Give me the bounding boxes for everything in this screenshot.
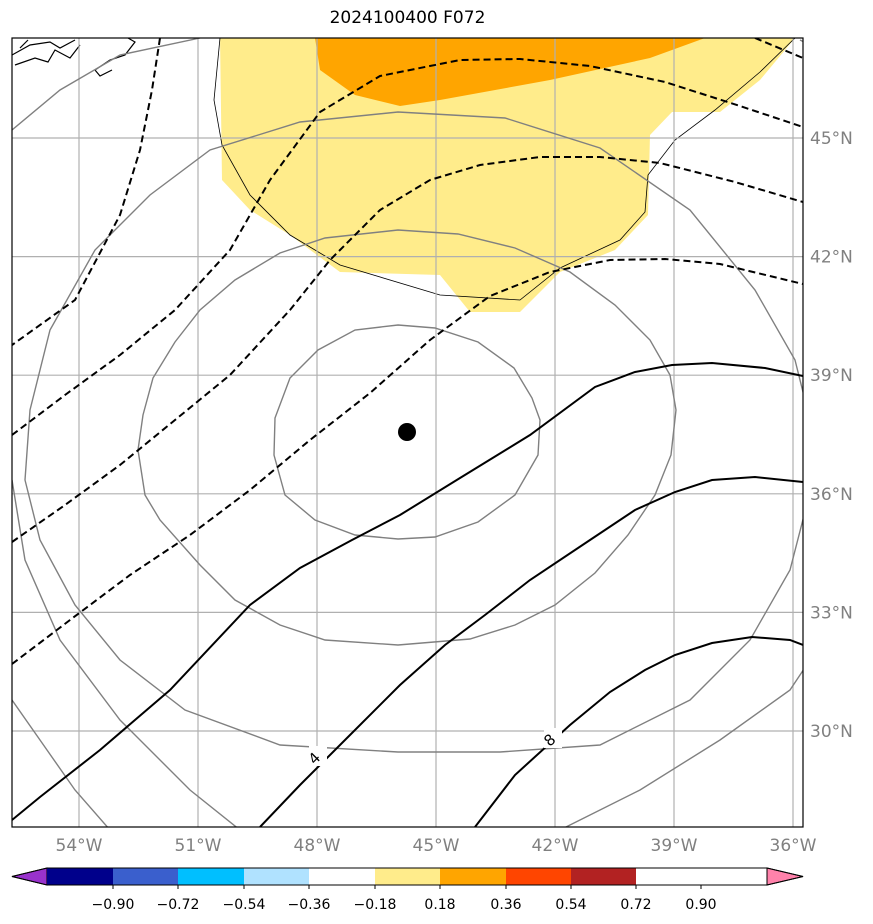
lat-tick-label: 39°N	[810, 366, 853, 386]
distance-rings	[12, 38, 803, 827]
colorbar-segment	[375, 868, 440, 885]
colorbar-segment	[178, 868, 244, 885]
lon-tick-label: 54°W	[56, 836, 103, 856]
contour-label-4: 4	[305, 746, 327, 768]
longitude-labels: 54°W 51°W 48°W 45°W 42°W 39°W 36°W	[56, 836, 817, 856]
colorbar-tick-label: 0.36	[490, 897, 521, 913]
map-title: 2024100400 F072	[329, 8, 486, 28]
colorbar-tick-label: 0.72	[620, 897, 651, 913]
colorbar	[11, 867, 804, 889]
map-frame	[11, 37, 804, 828]
colorbar-extend-low	[11, 867, 48, 886]
colorbar-tick-label: −0.72	[157, 897, 200, 913]
lat-tick-label: 30°N	[810, 722, 853, 742]
colorbar-segment	[47, 868, 113, 885]
lon-tick-label: 39°W	[651, 836, 698, 856]
colorbar-tick-label: −0.90	[92, 897, 135, 913]
shaded-field-orange	[315, 38, 705, 106]
dashed-contours	[12, 38, 803, 665]
colorbar-segment	[571, 868, 636, 885]
thin-boundary-line	[213, 38, 796, 301]
storm-center-marker	[398, 423, 416, 441]
solid-contours	[12, 361, 803, 827]
lon-tick-label: 51°W	[175, 836, 222, 856]
colorbar-tick-label: −0.54	[223, 897, 266, 913]
lon-tick-label: 48°W	[294, 836, 341, 856]
colorbar-segment	[113, 868, 178, 885]
colorbar-tick-label: 0.54	[555, 897, 586, 913]
contour-label-8: 8	[540, 728, 562, 750]
lon-tick-label: 42°W	[532, 836, 579, 856]
lat-tick-label: 45°N	[810, 129, 853, 149]
latitude-labels: 45°N 42°N 39°N 36°N 33°N 30°N	[810, 129, 853, 742]
colorbar-tick-label: 0.90	[685, 897, 716, 913]
colorbar-segment	[506, 868, 571, 885]
lat-tick-label: 36°N	[810, 485, 853, 505]
colorbar-labels: −0.90 −0.72 −0.54 −0.36 −0.18 0.18 0.36 0.54 0.7…	[92, 897, 717, 913]
colorbar-tick-label: −0.36	[288, 897, 331, 913]
shaded-field-yellow	[220, 38, 795, 312]
colorbar-tick-label: 0.18	[424, 897, 455, 913]
colorbar-segment	[309, 868, 375, 885]
colorbar-tick-label: −0.18	[354, 897, 397, 913]
lon-tick-label: 36°W	[770, 836, 817, 856]
graticule	[12, 38, 803, 827]
colorbar-extend-high	[766, 867, 804, 886]
colorbar-segment	[244, 868, 309, 885]
lat-tick-label: 33°N	[810, 603, 853, 623]
colorbar-outline	[11, 867, 804, 886]
lon-tick-label: 45°W	[413, 836, 460, 856]
colorbar-segment	[440, 868, 506, 885]
lat-tick-label: 42°N	[810, 248, 853, 268]
